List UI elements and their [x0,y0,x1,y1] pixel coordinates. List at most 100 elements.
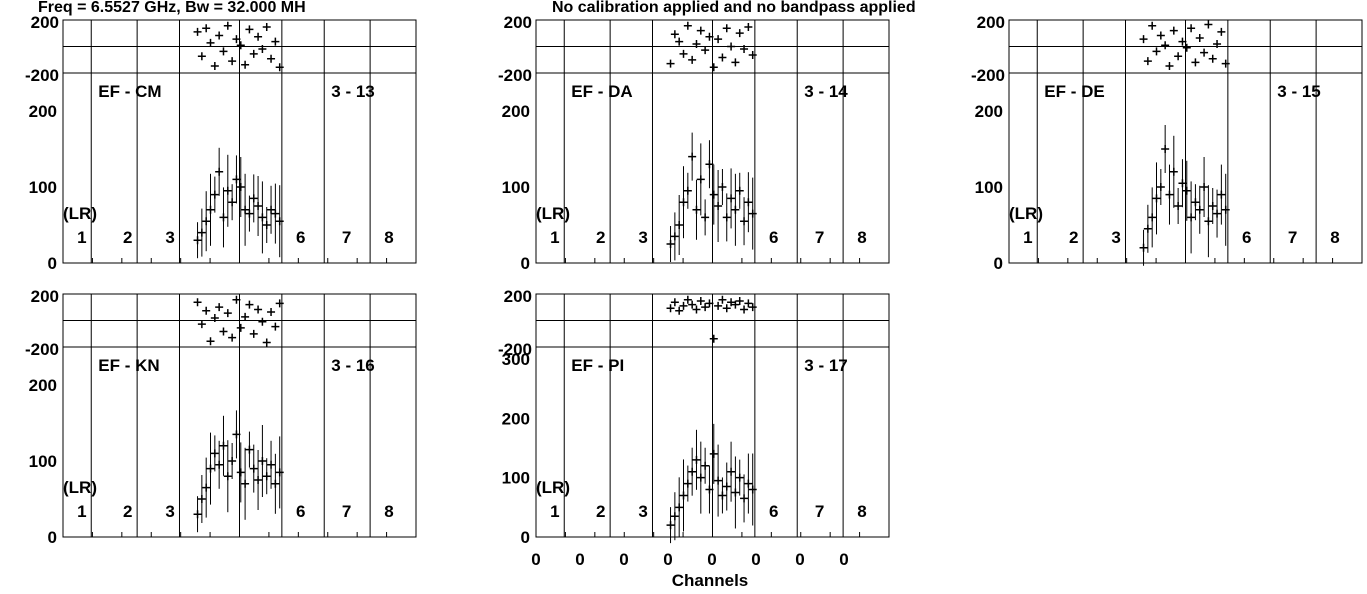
phase-point [1195,33,1204,42]
amplitude-point [215,167,224,176]
phase-point [267,307,276,316]
polarization-label: (LR) [536,204,570,223]
phase-tick-label: -200 [25,66,59,85]
amplitude-point [267,460,276,469]
phase-point [692,305,701,314]
subband-label: 1 [550,228,559,247]
amplitude-point [1139,243,1148,252]
amplitude-point [679,198,688,207]
phase-point [193,298,202,307]
phase-point [215,31,224,40]
amplitude-point [696,473,705,482]
amplitude-point [744,479,753,488]
amp-tick-label: 200 [29,102,57,121]
amplitude-point [670,512,679,521]
baseline-panel: 200 -200 0 100 200 EF - DA 3 - 14 (LR) 1 2 3 6 7 8 [498,13,890,273]
subband-label: 1 [77,228,86,247]
amplitude-point [223,186,232,195]
subband-label: 7 [342,228,351,247]
amp-tick-label: 100 [975,178,1003,197]
amp-tick-label: 0 [994,254,1003,273]
amplitude-point [727,467,736,476]
phase-point [1187,24,1196,33]
phase-point [666,304,675,313]
phase-point [223,309,232,318]
phase-point [219,47,228,56]
phase-point [1221,59,1230,68]
amplitude-point [271,479,280,488]
amplitude-point [735,473,744,482]
polarization-label: (LR) [63,204,97,223]
amplitude-point [258,457,267,465]
phase-point [718,295,727,304]
amplitude-point [197,228,206,237]
baseline-label: EF - KN [98,356,159,375]
phase-tick-label: -200 [971,66,1005,85]
amp-tick-label: 100 [502,178,530,197]
phase-point [271,37,280,46]
phase-point [210,62,219,71]
amplitude-point [709,190,718,199]
phase-point [1213,40,1222,49]
phase-point [249,49,258,58]
amplitude-point [1148,213,1157,222]
amplitude-point [219,213,228,222]
subband-label: 3 [1111,228,1120,247]
phase-tick-label: 200 [504,287,532,306]
subband-label: 3 [638,228,647,247]
phase-point [258,317,267,326]
amp-tick-label: 100 [502,469,530,488]
amplitude-point [731,488,740,497]
phase-point [696,26,705,35]
polarization-label: (LR) [536,478,570,497]
subband-label: 2 [596,502,605,521]
phase-point [1139,35,1148,44]
phase-point [275,299,284,308]
phase-point [262,22,271,31]
phase-point [228,57,237,66]
amplitude-point [1221,205,1230,214]
amplitude-point [709,449,718,458]
amplitude-point [740,494,749,503]
phase-point [731,300,740,309]
amp-tick-label: 200 [975,102,1003,121]
amp-tick-label: 0 [521,528,530,547]
phase-point [714,301,723,310]
subband-label: 3 [165,228,174,247]
amplitude-point [1213,209,1222,218]
subband-label: 8 [1330,228,1339,247]
baseline-label: EF - DE [1044,82,1104,101]
amplitude-point [1204,217,1213,226]
phase-point [744,299,753,308]
subband-label: 6 [769,228,778,247]
subband-label: 6 [1242,228,1251,247]
phase-point [696,296,705,305]
amplitude-point [1174,202,1183,210]
phase-tick-label: 200 [977,13,1005,32]
amplitude-point [714,202,723,210]
amp-tick-label: 0 [48,528,57,547]
phase-point [262,338,271,347]
amplitude-point [683,479,692,488]
phase-point [223,21,232,30]
amplitude-point [688,152,697,161]
amplitude-point [675,221,684,229]
phase-point [705,32,714,41]
phase-point [735,296,744,305]
amplitude-point [1208,202,1217,210]
phase-tick-label: 200 [31,13,59,32]
amp-tick-label: 100 [29,178,57,197]
amplitude-point [232,430,241,439]
amplitude-point [666,521,675,530]
amplitude-point [210,449,219,458]
amplitude-point [206,205,215,214]
phase-point [675,306,684,315]
amplitude-point [748,485,757,494]
phase-point [271,322,280,331]
subband-label: 2 [1069,228,1078,247]
phase-point [714,35,723,44]
phase-point [245,300,254,309]
phase-point [688,55,697,64]
subband-label: 1 [550,502,559,521]
subband-label: 6 [296,228,305,247]
